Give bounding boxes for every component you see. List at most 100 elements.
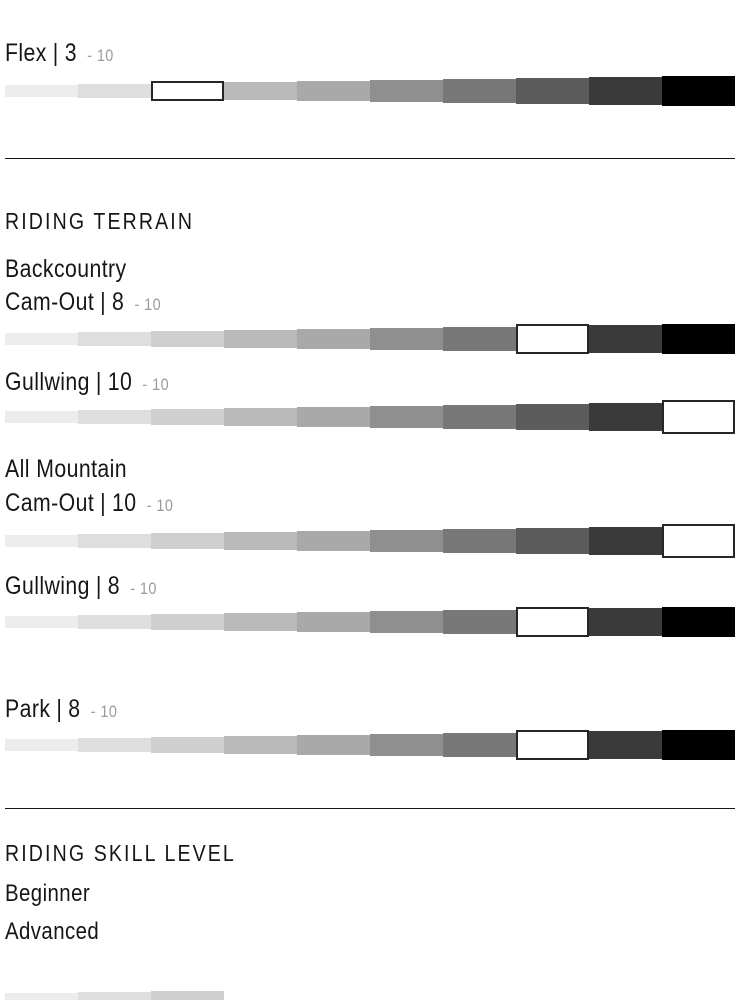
scale-segment xyxy=(589,527,662,555)
scale-segment xyxy=(5,993,78,1000)
metric-value: 8 xyxy=(112,288,125,316)
metric-name: Flex xyxy=(5,39,47,67)
metric-name: Cam-Out xyxy=(5,288,95,316)
allmountain-camout-scale-bar xyxy=(5,524,735,558)
scale-segment xyxy=(662,730,735,760)
scale-segment xyxy=(224,613,297,631)
metric-name: Gullwing xyxy=(5,572,90,600)
scale-segment xyxy=(224,82,297,100)
divider xyxy=(5,158,735,159)
scale-segment xyxy=(78,992,151,1000)
metric-scale-suffix: - 10 xyxy=(90,702,118,721)
scale-segment-active xyxy=(151,81,224,101)
pipe-separator: | xyxy=(56,695,63,723)
scale-segment xyxy=(297,531,370,551)
scale-segment xyxy=(443,327,516,351)
scale-segment xyxy=(78,738,151,752)
metric-scale-suffix: - 10 xyxy=(87,46,114,65)
scale-segment xyxy=(297,81,370,101)
pipe-separator: | xyxy=(100,489,107,517)
metric-value: 3 xyxy=(64,39,77,67)
flex-scale-bar xyxy=(5,76,735,106)
metric-value: 8 xyxy=(68,695,81,723)
scale-segment xyxy=(443,79,516,103)
allmountain-gullwing-scale-bar xyxy=(5,607,735,637)
metric-scale-suffix: - 10 xyxy=(142,375,170,394)
skill-level-beginner: Beginner xyxy=(5,880,91,907)
scale-segment xyxy=(589,403,662,431)
scale-segment xyxy=(78,534,151,548)
pipe-separator: | xyxy=(95,572,102,600)
scale-segment xyxy=(78,332,151,346)
group-name-backcountry: Backcountry xyxy=(5,255,127,283)
scale-segment-active xyxy=(662,524,735,558)
backcountry-camout-label: Cam-Out | 8 - 10 xyxy=(5,289,735,318)
metric-name: Cam-Out xyxy=(5,489,95,517)
scale-segment xyxy=(224,330,297,348)
scale-segment xyxy=(297,329,370,349)
scale-segment xyxy=(589,608,662,636)
scale-segment xyxy=(297,407,370,427)
scale-segment xyxy=(443,405,516,429)
scale-segment xyxy=(516,78,589,104)
backcountry-camout-scale-bar xyxy=(5,324,735,354)
scale-segment xyxy=(5,411,78,423)
scale-segment-active xyxy=(662,400,735,434)
scale-segment xyxy=(78,410,151,424)
pipe-separator: | xyxy=(52,39,59,67)
metric-value: 8 xyxy=(107,572,120,600)
scale-segment xyxy=(370,734,443,756)
scale-segment xyxy=(589,731,662,759)
scale-segment xyxy=(589,325,662,353)
scale-segment xyxy=(151,991,224,1000)
allmountain-camout-label: Cam-Out | 10 - 10 xyxy=(5,490,735,519)
riding-skill-heading: RIDING SKILL LEVEL xyxy=(5,840,236,866)
park-scale-bar xyxy=(5,730,735,760)
scale-segment xyxy=(151,533,224,549)
scale-segment xyxy=(297,735,370,755)
metric-name: Gullwing xyxy=(5,368,90,396)
scale-segment xyxy=(443,610,516,634)
scale-segment xyxy=(516,404,589,430)
scale-segment xyxy=(151,409,224,425)
scale-segment xyxy=(224,736,297,754)
scale-segment xyxy=(5,333,78,345)
park-metric-label: Park | 8 - 10 xyxy=(5,696,735,725)
metric-scale-suffix: - 10 xyxy=(146,496,174,515)
scale-segment xyxy=(662,324,735,354)
metric-scale-suffix: - 10 xyxy=(134,295,162,314)
metric-name: Park xyxy=(5,695,51,723)
scale-segment xyxy=(5,616,78,628)
scale-segment xyxy=(589,77,662,105)
metric-value: 10 xyxy=(112,489,137,517)
scale-segment xyxy=(370,611,443,633)
scale-segment xyxy=(370,328,443,350)
skill-level-advanced: Advanced xyxy=(5,918,100,945)
backcountry-gullwing-scale-bar xyxy=(5,400,735,434)
partial-scale-bar-cutoff xyxy=(5,991,224,1000)
scale-segment xyxy=(5,739,78,751)
scale-segment xyxy=(297,612,370,632)
metric-value: 10 xyxy=(107,368,133,396)
scale-segment xyxy=(662,607,735,637)
pipe-separator: | xyxy=(100,288,107,316)
scale-segment xyxy=(151,331,224,347)
scale-segment-active xyxy=(516,607,589,637)
flex-metric-label: Flex | 3 - 10 xyxy=(5,40,735,69)
scale-segment xyxy=(5,535,78,547)
scale-segment xyxy=(78,84,151,98)
riding-terrain-heading: RIDING TERRAIN xyxy=(5,208,195,234)
scale-segment xyxy=(370,80,443,102)
scale-segment xyxy=(224,532,297,550)
scale-segment xyxy=(78,615,151,629)
scale-segment xyxy=(516,528,589,554)
scale-segment-active xyxy=(516,730,589,760)
scale-segment xyxy=(5,85,78,97)
scale-segment-active xyxy=(516,324,589,354)
scale-segment xyxy=(443,529,516,553)
scale-segment xyxy=(151,737,224,753)
scale-segment xyxy=(443,733,516,757)
divider xyxy=(5,808,735,809)
scale-segment xyxy=(662,76,735,106)
